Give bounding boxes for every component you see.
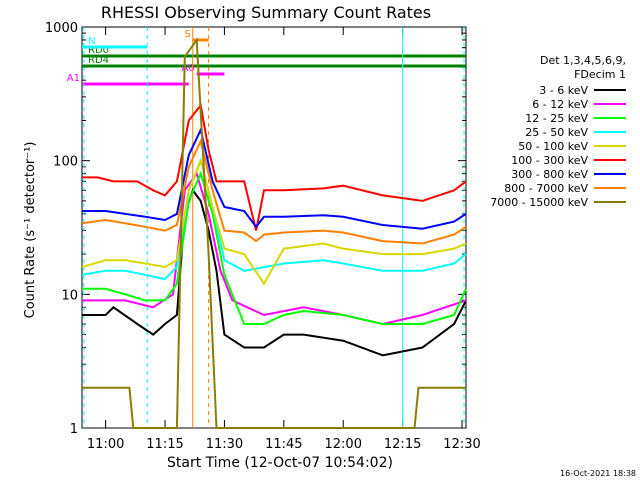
series-line [82,170,467,325]
y-tick-label: 10 [61,288,78,303]
x-tick-label: 12:30 [443,437,480,452]
x-tick-label: 12:15 [384,437,421,452]
annotation-label-n: N [88,36,95,47]
legend-entry-label: 3 - 6 keV [539,84,588,97]
footer-date: 16-Oct-2021 18:38 [560,469,636,478]
annotation-label-a0: A0 [182,63,195,74]
legend-header-line1: Det 1,3,4,5,6,9, [540,54,626,67]
series-line [82,171,467,326]
annotation-label-rd0: RD0 [88,45,109,56]
legend-entry-label: 800 - 7000 keV [504,182,588,195]
legend-entry-label: 12 - 25 keV [525,112,588,125]
legend-entry-label: 25 - 50 keV [525,126,588,139]
y-axis-label: Count Rate (s⁻¹ detector⁻¹) [23,142,38,319]
series-line [81,138,467,245]
series-line [82,102,467,231]
x-tick-label: 11:15 [146,437,183,452]
y-tick-label: 100 [53,155,78,170]
legend-entry-label: 6 - 12 keV [532,98,588,111]
legend-header-line2: FDecim 1 [574,68,626,81]
y-tick-label: 1 [70,422,78,437]
series-line [81,157,467,286]
y-tick-label: 1000 [45,21,78,36]
legend-entry-label: 100 - 300 keV [511,154,588,167]
x-axis-label: Start Time (12-Oct-07 10:54:02) [167,455,393,471]
x-tick-label: 12:00 [325,437,362,452]
legend-entry-label: 7000 - 15000 keV [490,196,588,209]
legend-entry-label: 300 - 800 keV [511,168,588,181]
x-tick-label: 11:30 [206,437,243,452]
annotation-label-a1: A1 [67,73,80,84]
series-line [82,126,467,230]
legend-entry-label: 50 - 100 keV [518,140,588,153]
series-line [82,37,466,429]
x-tick-label: 11:45 [265,437,302,452]
chart-title: RHESSI Observing Summary Count Rates [101,3,431,22]
series-line [81,157,467,281]
annotation-label-rd4: RD4 [88,55,109,66]
annotation-label-s: S [184,29,190,40]
series-line [82,188,467,357]
x-tick-label: 11:00 [87,437,124,452]
